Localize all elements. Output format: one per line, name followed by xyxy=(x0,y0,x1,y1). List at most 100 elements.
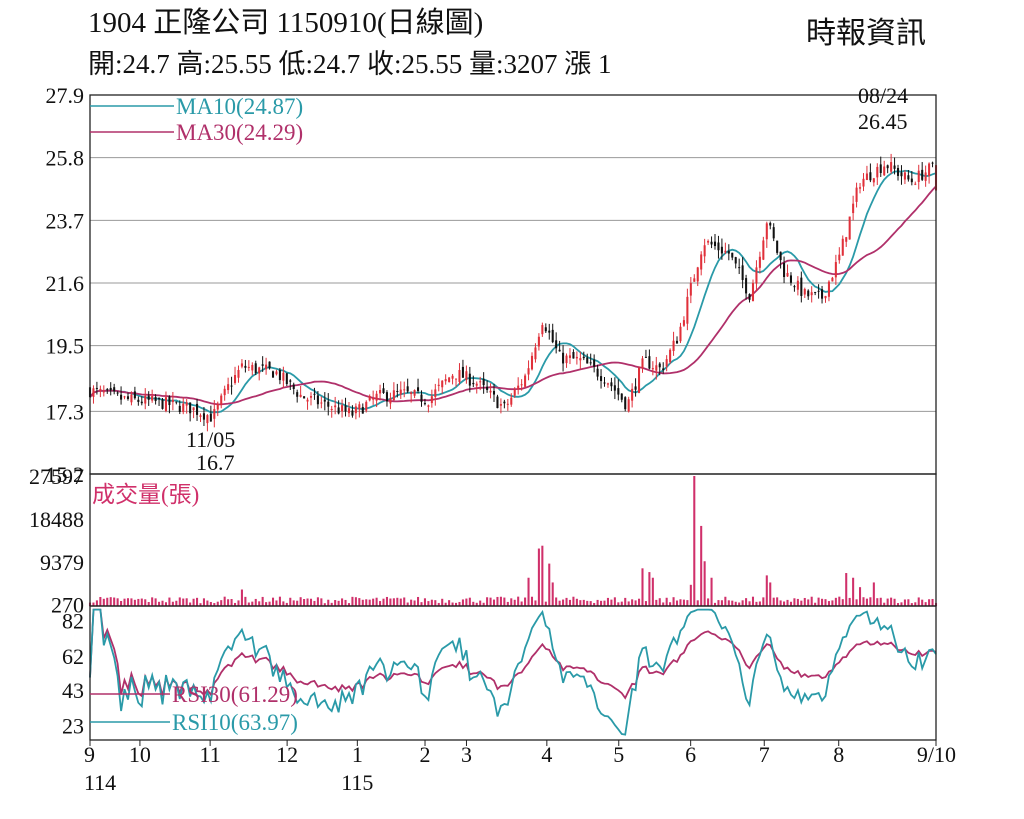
candle-body xyxy=(320,402,323,404)
volume-bar xyxy=(479,600,482,606)
candle-body xyxy=(334,405,337,408)
volume-bar xyxy=(144,599,147,606)
volume-bar xyxy=(893,598,896,606)
candle-body xyxy=(192,407,195,411)
volume-bar xyxy=(164,602,167,606)
candle-body xyxy=(651,368,654,370)
candle-body xyxy=(168,396,171,406)
volume-bar xyxy=(361,599,364,606)
candle-body xyxy=(216,403,219,410)
candle-body xyxy=(769,222,772,226)
candle-body xyxy=(385,392,388,402)
candle-body xyxy=(810,292,813,296)
candle-body xyxy=(903,172,906,180)
volume-bar xyxy=(95,600,98,606)
volume-bar xyxy=(793,598,796,606)
volume-bar xyxy=(914,602,917,606)
volume-bar xyxy=(351,596,354,606)
volume-bar xyxy=(92,602,95,606)
candle-body xyxy=(309,396,313,398)
volume-bar xyxy=(316,597,319,606)
volume-bar xyxy=(603,600,606,606)
volume-bar xyxy=(313,600,316,606)
volume-bar xyxy=(289,597,292,606)
candle-body xyxy=(617,388,620,395)
candle-body xyxy=(838,254,841,261)
volume-bar xyxy=(662,602,665,606)
candle-body xyxy=(427,405,430,407)
candle-body xyxy=(206,415,209,424)
candle-body xyxy=(337,407,340,414)
volume-bar xyxy=(534,600,537,606)
year-label: 114 xyxy=(84,770,116,795)
volume-bar xyxy=(855,599,858,606)
candle-body xyxy=(479,381,482,383)
volume-bar xyxy=(624,597,627,606)
volume-bar xyxy=(803,597,806,606)
volume-bar xyxy=(158,601,161,606)
candle-body xyxy=(382,388,385,393)
volume-bar xyxy=(734,601,737,606)
candle-body xyxy=(251,364,254,371)
volume-bar xyxy=(679,599,682,606)
volume-title: 成交量(張) xyxy=(92,482,199,507)
volume-bar xyxy=(475,602,478,606)
candle-body xyxy=(237,369,240,378)
volume-bar xyxy=(686,600,689,606)
candle-body xyxy=(606,383,609,385)
volume-bar xyxy=(323,603,326,606)
volume-bar xyxy=(565,597,568,606)
volume-bar xyxy=(731,600,734,606)
candle-body xyxy=(375,393,378,401)
candle-body xyxy=(565,355,568,364)
candle-body xyxy=(406,386,409,392)
volume-bar xyxy=(796,598,799,606)
candle-body xyxy=(586,357,589,364)
candle-body xyxy=(178,405,181,412)
candle-body xyxy=(562,352,565,364)
candle-body xyxy=(254,363,257,373)
volume-bar xyxy=(265,602,268,606)
volume-bar xyxy=(106,597,109,606)
volume-bar xyxy=(524,597,527,606)
volume-bar xyxy=(299,597,302,606)
volume-bar xyxy=(696,600,699,606)
volume-bar xyxy=(126,598,130,606)
candle-body xyxy=(579,358,582,361)
candle-body xyxy=(185,402,188,406)
chart-frame xyxy=(89,94,937,746)
candle-body xyxy=(161,399,164,409)
volume-bar xyxy=(461,599,464,606)
volume-bar xyxy=(872,582,875,606)
volume-bar xyxy=(423,598,426,606)
volume-bar xyxy=(658,598,661,606)
volume-bar xyxy=(206,600,209,606)
volume-bar xyxy=(886,598,889,606)
price-tick-label: 25.8 xyxy=(46,146,85,171)
volume-bars xyxy=(88,476,938,606)
volume-bar xyxy=(154,598,157,606)
candle-body xyxy=(603,382,606,384)
candle-body xyxy=(133,391,136,399)
candle-body xyxy=(638,367,641,393)
legend-entry: MA10(24.87) xyxy=(176,94,303,119)
candle-body xyxy=(368,396,371,401)
candle-body xyxy=(130,394,133,403)
volume-bar xyxy=(399,598,402,606)
volume-bar xyxy=(368,599,371,606)
candle-body xyxy=(240,363,243,367)
volume-bar xyxy=(454,602,458,606)
price-tick-label: 17.3 xyxy=(46,399,85,424)
candle-body xyxy=(341,405,344,412)
volume-bar xyxy=(123,598,126,606)
candle-body xyxy=(731,252,734,258)
candle-body xyxy=(789,275,793,283)
candle-body xyxy=(648,356,651,369)
volume-bar xyxy=(202,598,205,606)
panel-frame xyxy=(89,473,937,607)
volume-bar xyxy=(648,572,651,606)
candle-body xyxy=(354,406,357,414)
candle-body xyxy=(814,291,817,293)
candle-body xyxy=(420,394,423,402)
volume-bar xyxy=(130,598,133,606)
